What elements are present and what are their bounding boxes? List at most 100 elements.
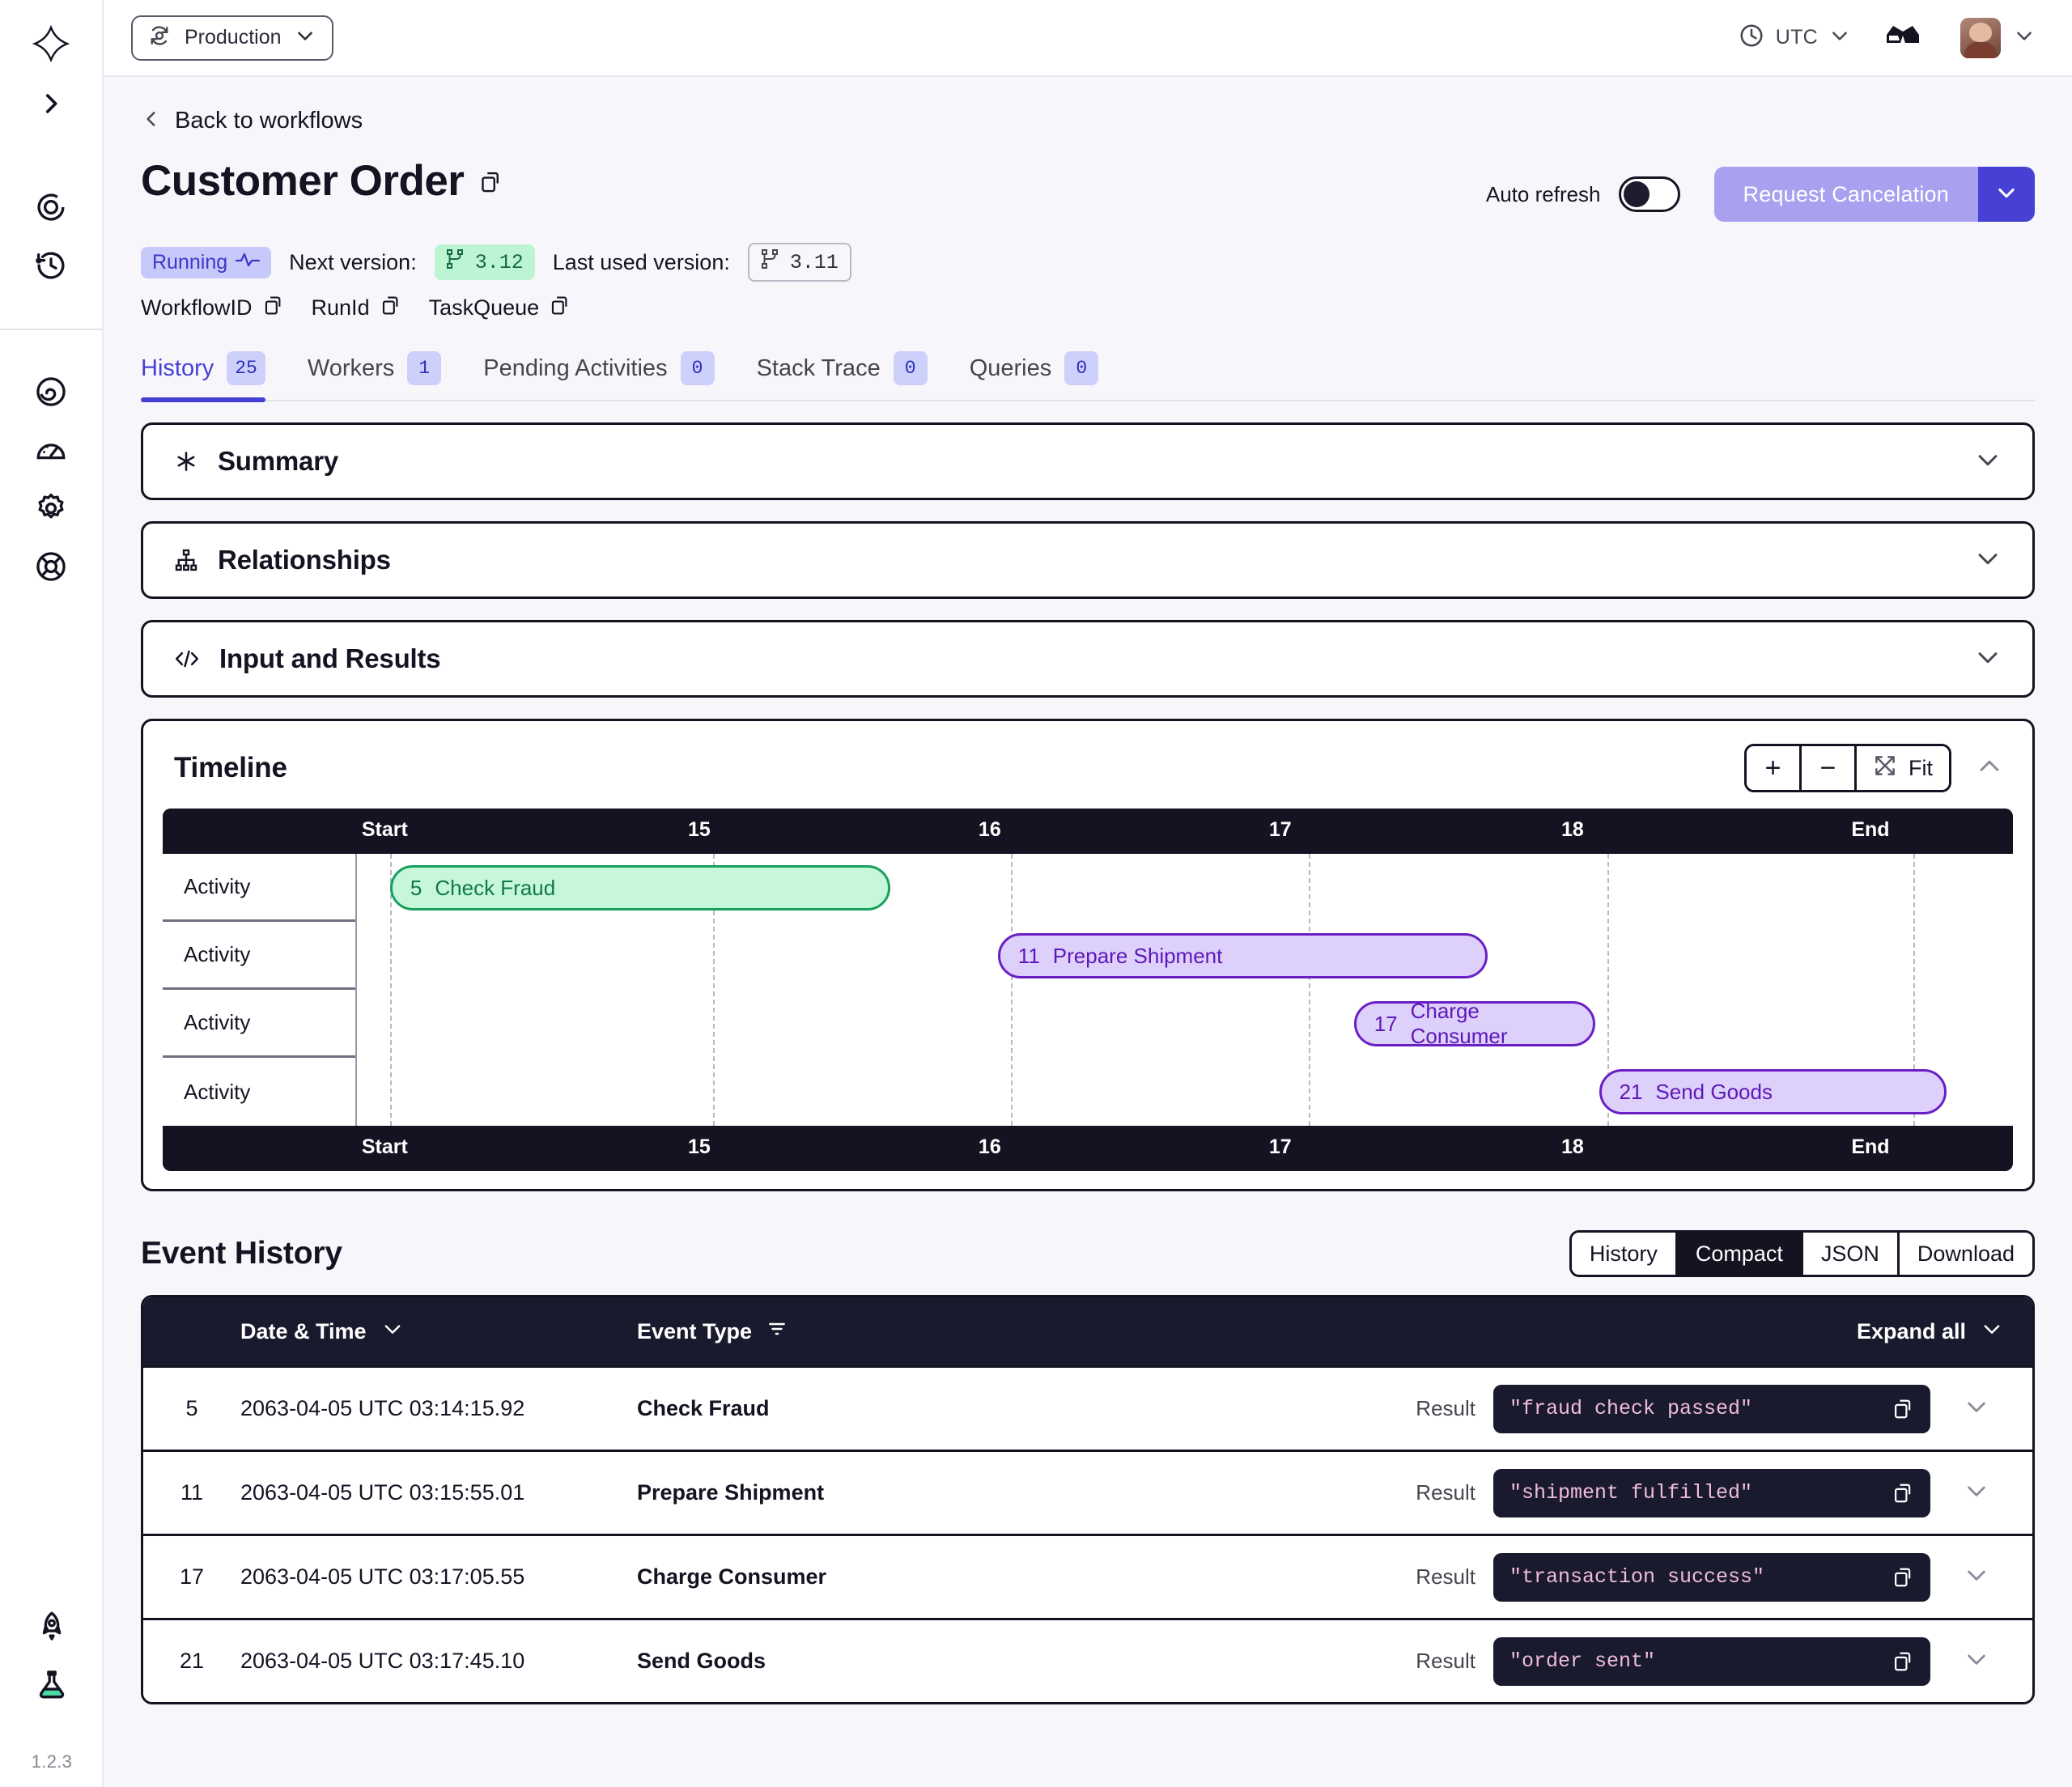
result-chip[interactable]: "order sent" (1493, 1636, 1930, 1686)
next-version-badge: 3.12 (434, 244, 535, 280)
event-datetime: 2063-04-05 UTC 03:17:05.55 (240, 1564, 525, 1589)
view-history-button[interactable]: History (1571, 1233, 1678, 1275)
fit-button[interactable]: Fit (1857, 746, 1949, 790)
code-brackets-icon (174, 647, 200, 671)
branch-icon (761, 248, 780, 276)
expand-arrows-icon (1873, 753, 1897, 783)
row-expand-button[interactable] (1948, 1562, 2005, 1592)
next-version-value: 3.12 (474, 250, 524, 274)
copy-workflow-id[interactable]: WorkflowID (141, 295, 284, 320)
sidebar-item-workflows[interactable] (22, 178, 80, 236)
event-type: Send Goods (637, 1649, 766, 1673)
glasses-icon[interactable] (1886, 24, 1920, 52)
copy-icon[interactable] (1892, 1566, 1914, 1589)
gantt-bar-id: 5 (410, 875, 422, 900)
namespace-selector[interactable]: Production (131, 15, 333, 61)
copy-task-queue[interactable]: TaskQueue (429, 295, 571, 320)
tab-label: History (141, 354, 214, 381)
zoom-in-button[interactable]: + (1747, 746, 1802, 790)
sidebar-item-settings[interactable] (22, 479, 80, 537)
page-title: Customer Order (141, 157, 465, 205)
gantt-row: 11 Prepare Shipment (357, 922, 2013, 990)
copy-icon[interactable] (478, 170, 503, 198)
sidebar-item-labs[interactable] (23, 1656, 81, 1714)
branch-icon (446, 248, 465, 276)
task-queue-label: TaskQueue (428, 295, 540, 320)
pulse-icon (235, 251, 261, 274)
gantt-bar-send-goods[interactable]: 21 Send Goods (1599, 1069, 1947, 1114)
gantt-bar-check-fraud[interactable]: 5 Check Fraud (389, 865, 890, 910)
view-json-button[interactable]: JSON (1802, 1233, 1900, 1275)
expand-rail-button[interactable] (25, 78, 77, 129)
copy-icon[interactable] (1892, 1398, 1914, 1420)
table-row[interactable]: 17 2063-04-05 UTC 03:17:05.55 Charge Con… (143, 1534, 2032, 1618)
temporal-logo-icon[interactable] (25, 18, 77, 70)
left-rail: 1.2.3 (0, 0, 104, 1787)
status-label: Running (152, 250, 228, 274)
result-chip[interactable]: "transaction success" (1493, 1552, 1930, 1602)
gantt-row: 17 Charge Consumer (357, 990, 2013, 1058)
copy-icon[interactable] (1892, 1482, 1914, 1505)
tab-stack-trace[interactable]: Stack Trace 0 (757, 351, 928, 400)
accordion-relationships[interactable]: Relationships (141, 521, 2035, 599)
axis-tick: 15 (688, 818, 711, 841)
last-version-badge: 3.11 (747, 243, 851, 282)
row-expand-button[interactable] (1948, 1646, 2005, 1676)
event-datetime: 2063-04-05 UTC 03:17:45.10 (240, 1649, 525, 1673)
gantt-bar-charge-consumer[interactable]: 17 Charge Consumer (1353, 999, 1596, 1048)
timeline-collapse-button[interactable] (1976, 753, 2003, 784)
user-menu[interactable] (1960, 17, 2035, 58)
workflow-meta-row: Running Next version: 3 (141, 243, 2035, 282)
sidebar-item-namespaces[interactable] (22, 363, 80, 421)
accordion-summary[interactable]: Summary (141, 422, 2035, 500)
event-result-group: Result "transaction success" (1416, 1552, 2032, 1602)
tab-queries[interactable]: Queries 0 (970, 351, 1099, 400)
date-time-label: Date & Time (240, 1318, 367, 1343)
accordion-input-and-results[interactable]: Input and Results (141, 620, 2035, 698)
next-version-label: Next version: (289, 249, 417, 274)
tab-workers[interactable]: Workers 1 (308, 351, 442, 400)
page-content: Back to workflows Customer Order Auto re… (104, 77, 2072, 1787)
workflow-title-row: Customer Order Auto refresh Request Canc… (141, 159, 2035, 222)
accordion-label: Summary (218, 446, 339, 476)
cancel-button-group: Request Cancelation (1713, 167, 2035, 222)
axis-tick: Start (361, 818, 408, 841)
result-chip[interactable]: "fraud check passed" (1493, 1384, 1930, 1433)
table-row[interactable]: 11 2063-04-05 UTC 03:15:55.01 Prepare Sh… (143, 1450, 2032, 1534)
workflow-tabs: History 25 Workers 1 Pending Activities … (141, 351, 2035, 402)
result-chip[interactable]: "shipment fulfilled" (1493, 1468, 1930, 1517)
event-id: 17 (179, 1564, 205, 1589)
sidebar-item-support[interactable] (22, 537, 80, 596)
grid-line (389, 854, 392, 1126)
sidebar-item-metrics[interactable] (22, 421, 80, 479)
gantt-row: 21 Send Goods (357, 1058, 2013, 1126)
view-compact-button[interactable]: Compact (1677, 1233, 1803, 1275)
column-header-event-type[interactable]: Event Type (637, 1318, 1857, 1345)
refresh-circle-icon (147, 23, 172, 52)
tab-pending-activities[interactable]: Pending Activities 0 (483, 351, 715, 400)
table-row[interactable]: 5 2063-04-05 UTC 03:14:15.92 Check Fraud… (143, 1365, 2032, 1450)
chevron-down-icon (1974, 446, 2002, 478)
table-row[interactable]: 21 2063-04-05 UTC 03:17:45.10 Send Goods… (143, 1618, 2032, 1702)
sidebar-item-schedules[interactable] (22, 236, 80, 295)
axis-tick: 16 (978, 818, 1001, 841)
sidebar-item-whats-new[interactable] (23, 1598, 81, 1656)
timezone-selector[interactable]: UTC (1739, 23, 1850, 53)
download-button[interactable]: Download (1899, 1233, 2032, 1275)
gantt-bar-prepare-shipment[interactable]: 11 Prepare Shipment (997, 933, 1488, 978)
column-header-date-time[interactable]: Date & Time (240, 1318, 637, 1346)
row-expand-button[interactable] (1948, 1478, 2005, 1508)
result-value: "order sent" (1509, 1649, 1656, 1673)
cancel-dropdown-button[interactable] (1978, 167, 2035, 222)
back-to-workflows-link[interactable]: Back to workflows (141, 108, 363, 134)
tab-history[interactable]: History 25 (141, 351, 265, 402)
copy-run-id[interactable]: RunId (312, 295, 401, 320)
chevron-down-icon (2014, 25, 2035, 50)
request-cancelation-button[interactable]: Request Cancelation (1713, 167, 1978, 222)
zoom-out-button[interactable]: − (1802, 746, 1857, 790)
row-expand-button[interactable] (1948, 1394, 2005, 1424)
expand-all-button[interactable]: Expand all (1857, 1318, 2032, 1346)
copy-icon[interactable] (1892, 1650, 1914, 1673)
auto-refresh-toggle[interactable] (1618, 176, 1680, 212)
axis-tick: End (1851, 1135, 1890, 1158)
